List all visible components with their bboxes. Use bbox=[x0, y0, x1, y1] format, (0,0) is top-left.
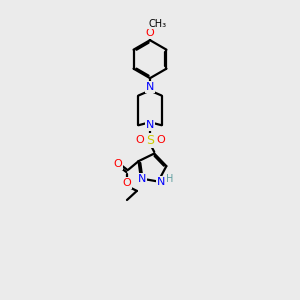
Text: N: N bbox=[138, 174, 146, 184]
Text: N: N bbox=[146, 120, 154, 130]
Text: O: O bbox=[113, 159, 122, 169]
Text: O: O bbox=[156, 135, 165, 145]
Text: CH₃: CH₃ bbox=[148, 19, 166, 29]
Text: N: N bbox=[157, 176, 165, 187]
Text: N: N bbox=[146, 82, 154, 92]
Text: O: O bbox=[146, 28, 154, 38]
Text: S: S bbox=[146, 134, 154, 147]
Text: H: H bbox=[167, 174, 174, 184]
Text: O: O bbox=[123, 178, 131, 188]
Text: O: O bbox=[135, 135, 144, 145]
